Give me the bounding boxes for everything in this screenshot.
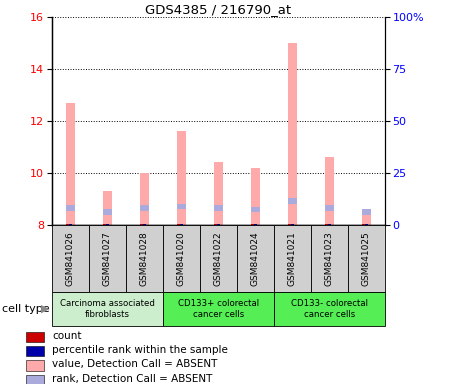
Bar [324,157,334,225]
Bar [214,224,217,225]
Bar [140,224,143,225]
Bar [176,204,186,209]
FancyBboxPatch shape [274,225,311,292]
Bar [251,168,260,225]
Bar [214,205,223,211]
Text: GSM841023: GSM841023 [325,231,334,286]
FancyBboxPatch shape [274,292,385,326]
FancyBboxPatch shape [348,225,385,292]
Text: rank, Detection Call = ABSENT: rank, Detection Call = ABSENT [52,374,212,384]
Text: GSM841026: GSM841026 [66,231,75,286]
Bar [365,224,369,225]
FancyBboxPatch shape [311,225,348,292]
FancyBboxPatch shape [200,225,237,292]
Bar [103,224,106,225]
Bar [214,162,223,225]
Bar [362,209,371,225]
FancyBboxPatch shape [163,292,274,326]
Bar [26,332,44,342]
Text: ▶: ▶ [41,304,50,314]
Bar [217,224,220,225]
Bar [66,103,75,225]
Bar [177,224,180,225]
Text: GSM841020: GSM841020 [177,231,186,286]
Text: percentile rank within the sample: percentile rank within the sample [52,345,228,355]
FancyBboxPatch shape [89,225,126,292]
FancyBboxPatch shape [126,225,163,292]
Text: count: count [52,331,82,341]
FancyBboxPatch shape [163,225,200,292]
Bar [288,43,297,225]
Bar [66,224,69,225]
Bar [251,207,260,212]
Bar [180,224,183,225]
FancyBboxPatch shape [52,292,163,326]
Bar [103,209,112,215]
Bar [324,205,334,211]
Title: GDS4385 / 216790_at: GDS4385 / 216790_at [145,3,291,16]
Text: GSM841024: GSM841024 [251,231,260,286]
Text: value, Detection Call = ABSENT: value, Detection Call = ABSENT [52,359,218,369]
Text: Carcinoma associated
fibroblasts: Carcinoma associated fibroblasts [60,300,155,319]
Bar [140,173,149,225]
Bar [288,199,297,204]
Text: CD133+ colorectal
cancer cells: CD133+ colorectal cancer cells [178,300,259,319]
Text: GSM841027: GSM841027 [103,231,112,286]
Bar [106,224,109,225]
FancyBboxPatch shape [52,225,89,292]
Bar [103,191,112,225]
Text: GSM841025: GSM841025 [362,231,371,286]
Bar [328,224,331,225]
Bar [325,224,328,225]
Bar [66,205,75,211]
Text: GSM841028: GSM841028 [140,231,149,286]
Bar [69,224,72,225]
Text: GSM841022: GSM841022 [214,231,223,286]
Bar [176,131,186,225]
Bar [254,224,257,225]
Bar [251,224,254,225]
Bar [143,224,146,225]
Bar [26,346,44,356]
Text: cell type: cell type [2,304,50,314]
Bar [362,209,371,215]
Text: GSM841021: GSM841021 [288,231,297,286]
Bar [140,205,149,211]
Bar [288,224,291,225]
Bar [291,224,294,225]
Bar [26,360,44,371]
Bar [362,224,365,225]
FancyBboxPatch shape [237,225,274,292]
Text: CD133- colorectal
cancer cells: CD133- colorectal cancer cells [291,300,368,319]
Bar [26,375,44,384]
